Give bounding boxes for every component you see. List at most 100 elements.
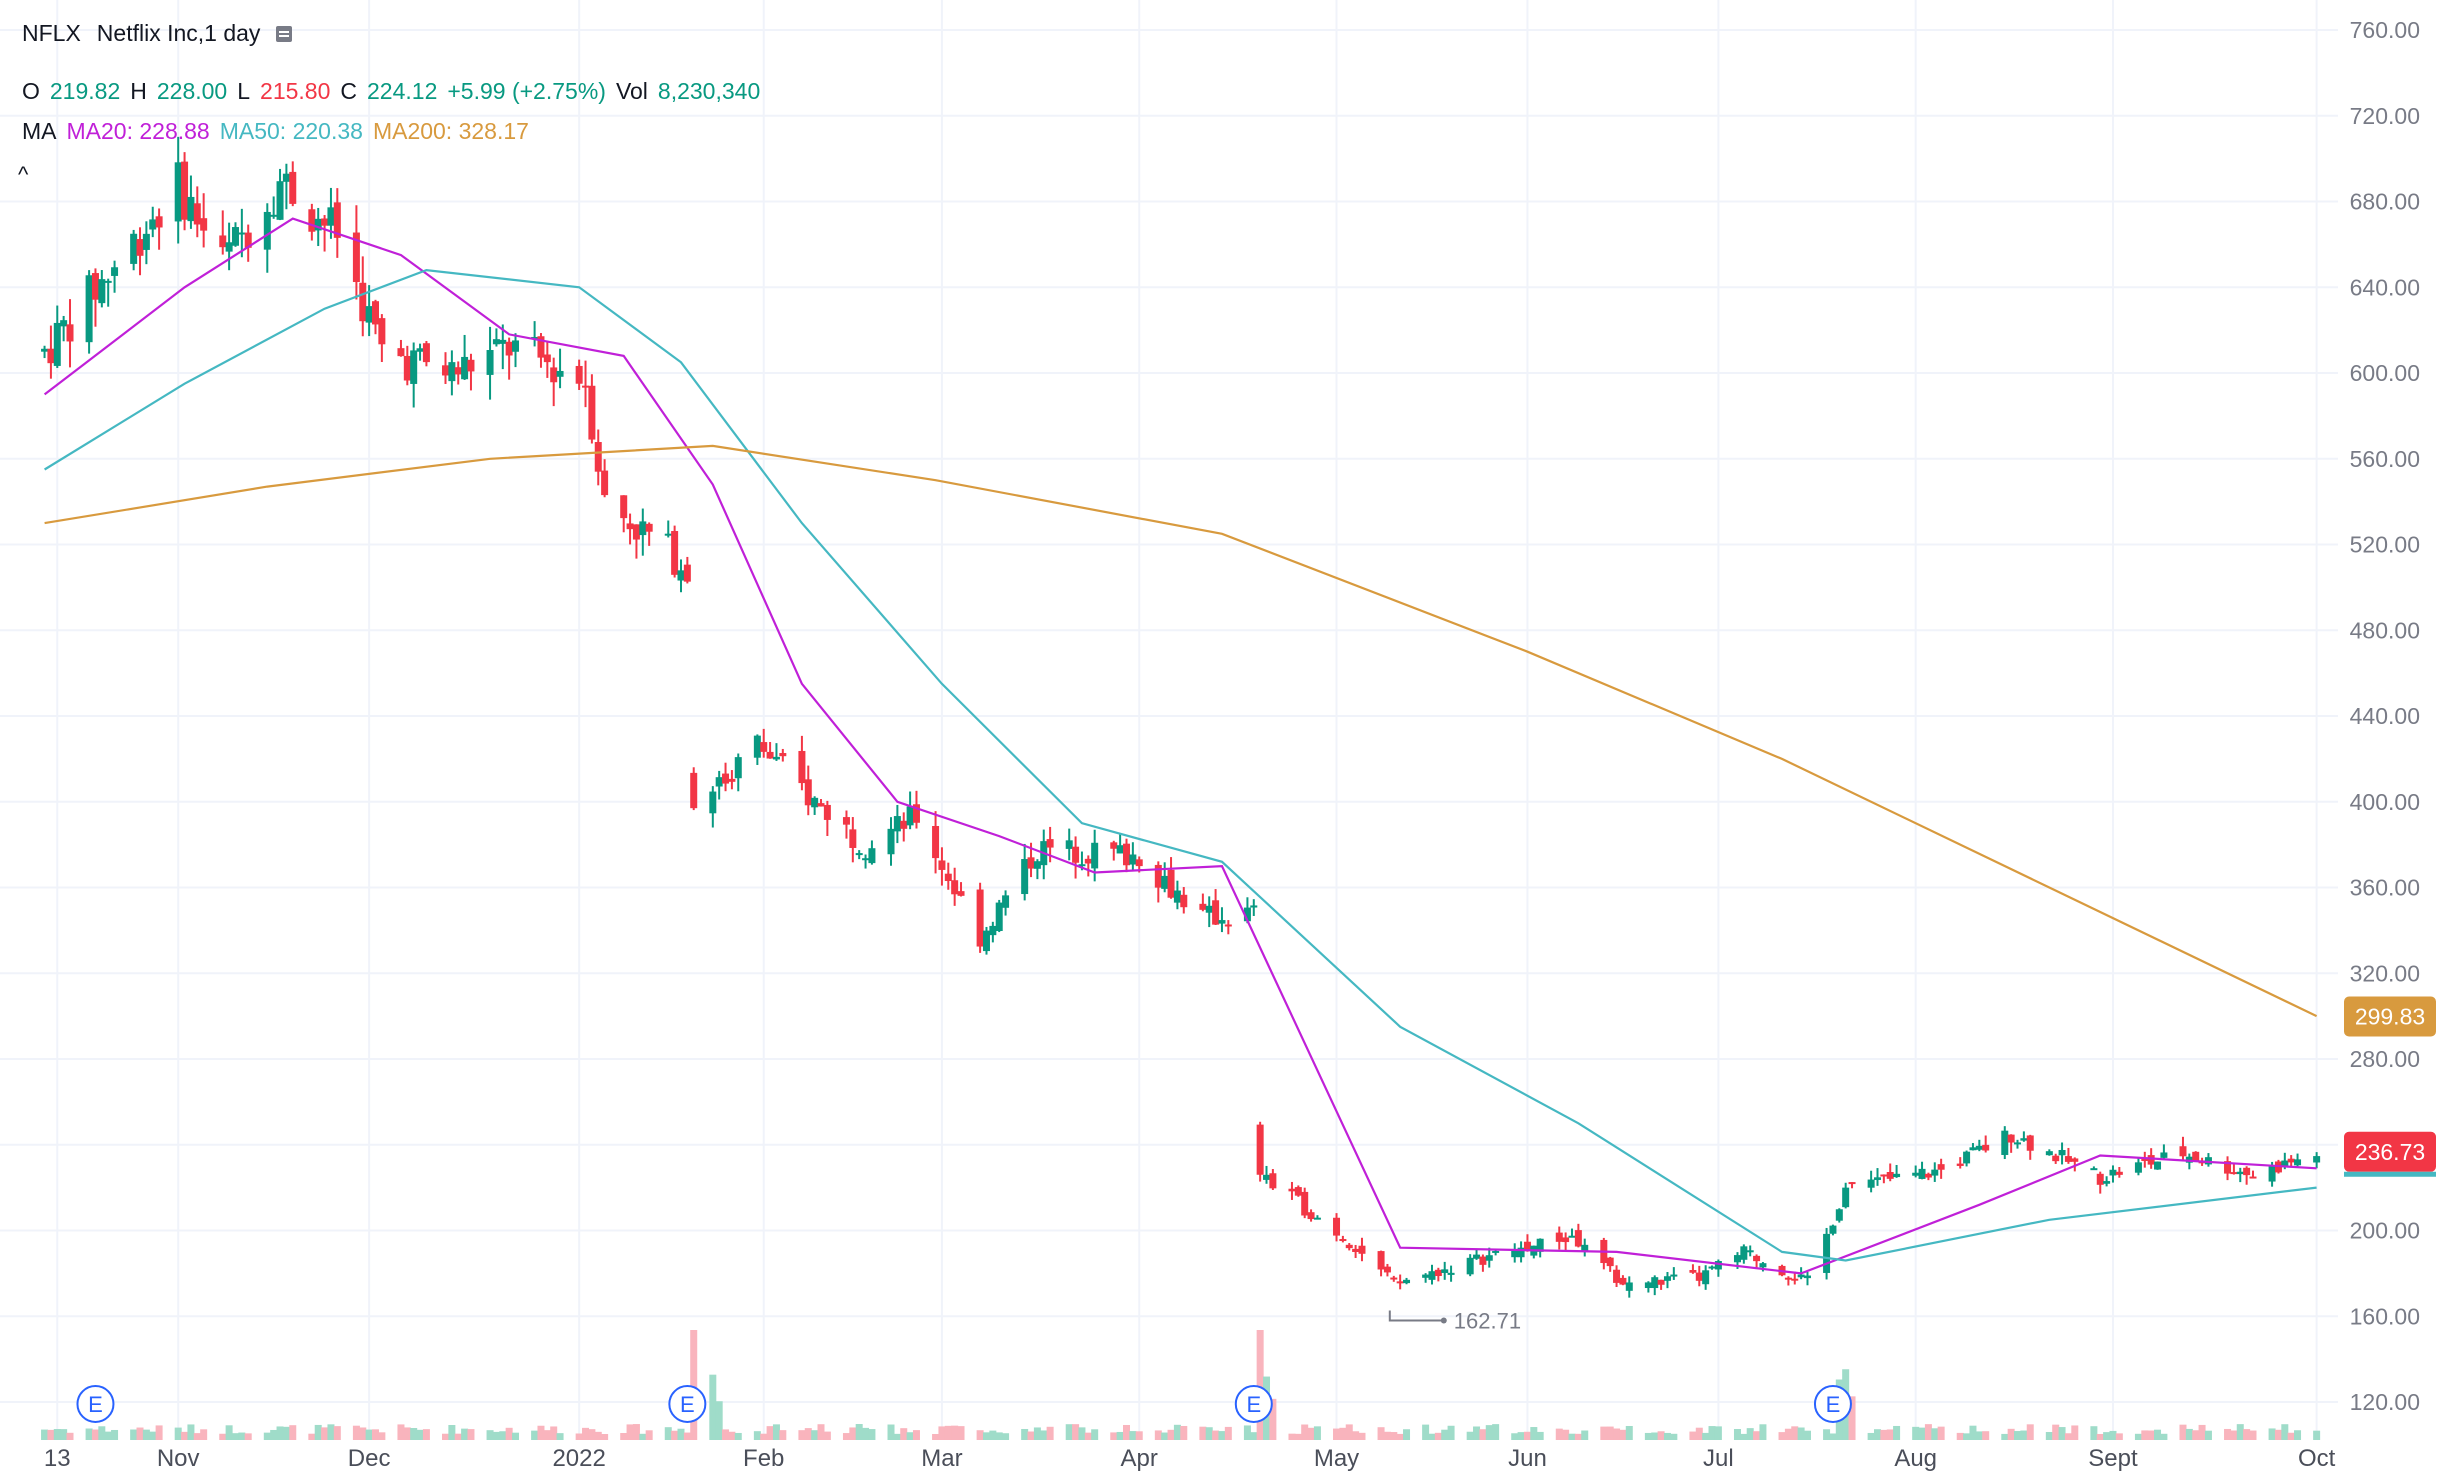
earnings-marker[interactable]: E <box>668 1385 707 1423</box>
candle-body <box>1759 1263 1767 1268</box>
candle-body <box>932 825 940 859</box>
symbol-ticker[interactable]: NFLX <box>22 20 81 46</box>
volume-bar <box>632 1424 640 1440</box>
y-tick-label: 640.00 <box>2350 274 2420 300</box>
volume-bar <box>1873 1429 1881 1440</box>
candlestick-series <box>41 136 2321 1298</box>
candle-body <box>938 860 946 870</box>
candle-body <box>1180 894 1188 908</box>
legend-menu-icon[interactable] <box>276 25 293 42</box>
ma200-line <box>44 444 2318 1018</box>
volume-bar <box>582 1427 590 1440</box>
volume-bar <box>2071 1425 2079 1440</box>
volume-bar <box>365 1429 373 1440</box>
volume-bar <box>1021 1428 1029 1440</box>
candle-body <box>60 320 68 327</box>
candle-body <box>1313 1217 1321 1220</box>
candle-body <box>753 735 761 758</box>
candle-body <box>238 232 246 235</box>
x-tick-label: Jul <box>1703 1445 1734 1472</box>
earnings-label: E <box>680 1392 695 1417</box>
time-axis[interactable]: 13 Nov Dec 2022 Feb Mar Apr May Jun Jul Aug Sept Oct <box>44 1445 2336 1472</box>
candle-body <box>1714 1261 1722 1270</box>
volume-bar <box>543 1430 551 1440</box>
low-marker-line <box>1388 1310 1442 1322</box>
volume-bar <box>276 1426 284 1440</box>
earnings-marker[interactable]: E <box>1234 1385 1273 1423</box>
volume-bar <box>1180 1425 1188 1440</box>
ma-legend[interactable]: MA MA20: 228.88 MA50: 220.38 MA200: 328.… <box>22 118 539 145</box>
volume-bar <box>91 1429 99 1440</box>
volume-bar <box>327 1424 335 1440</box>
volume-bar <box>2192 1430 2200 1440</box>
y-tick-label: 160.00 <box>2350 1303 2420 1329</box>
volume-bar <box>779 1430 787 1440</box>
candle-body <box>1403 1279 1411 1284</box>
volume-bar <box>333 1426 341 1440</box>
candle-body <box>2281 1160 2289 1168</box>
volume-bar <box>906 1432 914 1440</box>
candle-body <box>2096 1173 2104 1185</box>
candle-body <box>85 275 93 343</box>
volume-bar <box>982 1432 990 1440</box>
candle-body <box>2026 1135 2034 1151</box>
symbol-description[interactable]: Netflix Inc,1 day <box>96 20 261 46</box>
volume-bar <box>1803 1430 1811 1440</box>
volume-bar <box>454 1433 462 1440</box>
volume-bar <box>1288 1433 1296 1440</box>
candle-body <box>1803 1275 1811 1279</box>
volume-bar <box>1466 1431 1474 1440</box>
candle-body <box>1784 1277 1792 1280</box>
volume-bar <box>2134 1433 2142 1440</box>
earnings-circle <box>1234 1385 1273 1423</box>
candle-body <box>709 791 717 814</box>
volume-bar <box>2268 1428 2276 1440</box>
volume-bar <box>1581 1430 1589 1440</box>
ma-label: MA <box>22 118 57 144</box>
candle-body <box>543 354 551 363</box>
volume-bar <box>1829 1433 1837 1440</box>
y-tick-label: 680.00 <box>2350 189 2420 215</box>
candle-body <box>1918 1168 1926 1179</box>
volume-bar <box>709 1374 717 1440</box>
volume-bar <box>512 1432 520 1440</box>
volume-value: 8,230,340 <box>657 78 761 104</box>
x-tick-label: 13 <box>44 1445 71 1472</box>
volume-bar <box>817 1424 825 1440</box>
volume-bar <box>104 1431 112 1440</box>
candle-body <box>1867 1179 1875 1188</box>
candle-body <box>1033 861 1041 869</box>
volume-bar <box>677 1428 685 1440</box>
candle-body <box>1975 1145 1983 1150</box>
earnings-marker[interactable]: E <box>1813 1385 1852 1423</box>
ohlc-legend: O 219.82 H 228.00 L 215.80 C 224.12 +5.9… <box>22 78 770 105</box>
price-axis[interactable]: 760.00 720.00 680.00 640.00 600.00 560.00 520.… <box>2350 17 2420 1415</box>
candle-body <box>639 521 647 536</box>
ma20-value: MA20: 228.88 <box>66 118 210 144</box>
volume-bar <box>1046 1426 1054 1440</box>
volume-bar <box>849 1427 857 1440</box>
collapse-legend-icon[interactable]: ^ <box>18 162 29 187</box>
volume-bar <box>486 1430 494 1440</box>
candle-body <box>136 239 144 256</box>
candle-body <box>270 214 278 217</box>
candle-body <box>989 925 997 936</box>
candle-body <box>1072 846 1080 863</box>
moving-average-lines: 162.71 <box>43 217 2318 1334</box>
earnings-marker[interactable]: E <box>76 1385 115 1423</box>
candle-body <box>327 207 335 226</box>
volume-bar <box>531 1430 539 1440</box>
volume-bar <box>995 1432 1003 1440</box>
candle-body <box>1893 1173 1901 1178</box>
last-price-tag <box>2344 1131 2436 1172</box>
ma200-price-tag-label: 299.83 <box>2355 1003 2425 1029</box>
volume-bar <box>1033 1427 1041 1440</box>
close-value: 224.12 <box>367 78 438 104</box>
volume-bar <box>1313 1426 1321 1440</box>
volume-bar <box>855 1424 863 1440</box>
candle-body <box>671 531 679 575</box>
volume-bar <box>352 1425 360 1440</box>
volume-bar <box>2236 1424 2244 1440</box>
volume-bar <box>1218 1431 1226 1440</box>
